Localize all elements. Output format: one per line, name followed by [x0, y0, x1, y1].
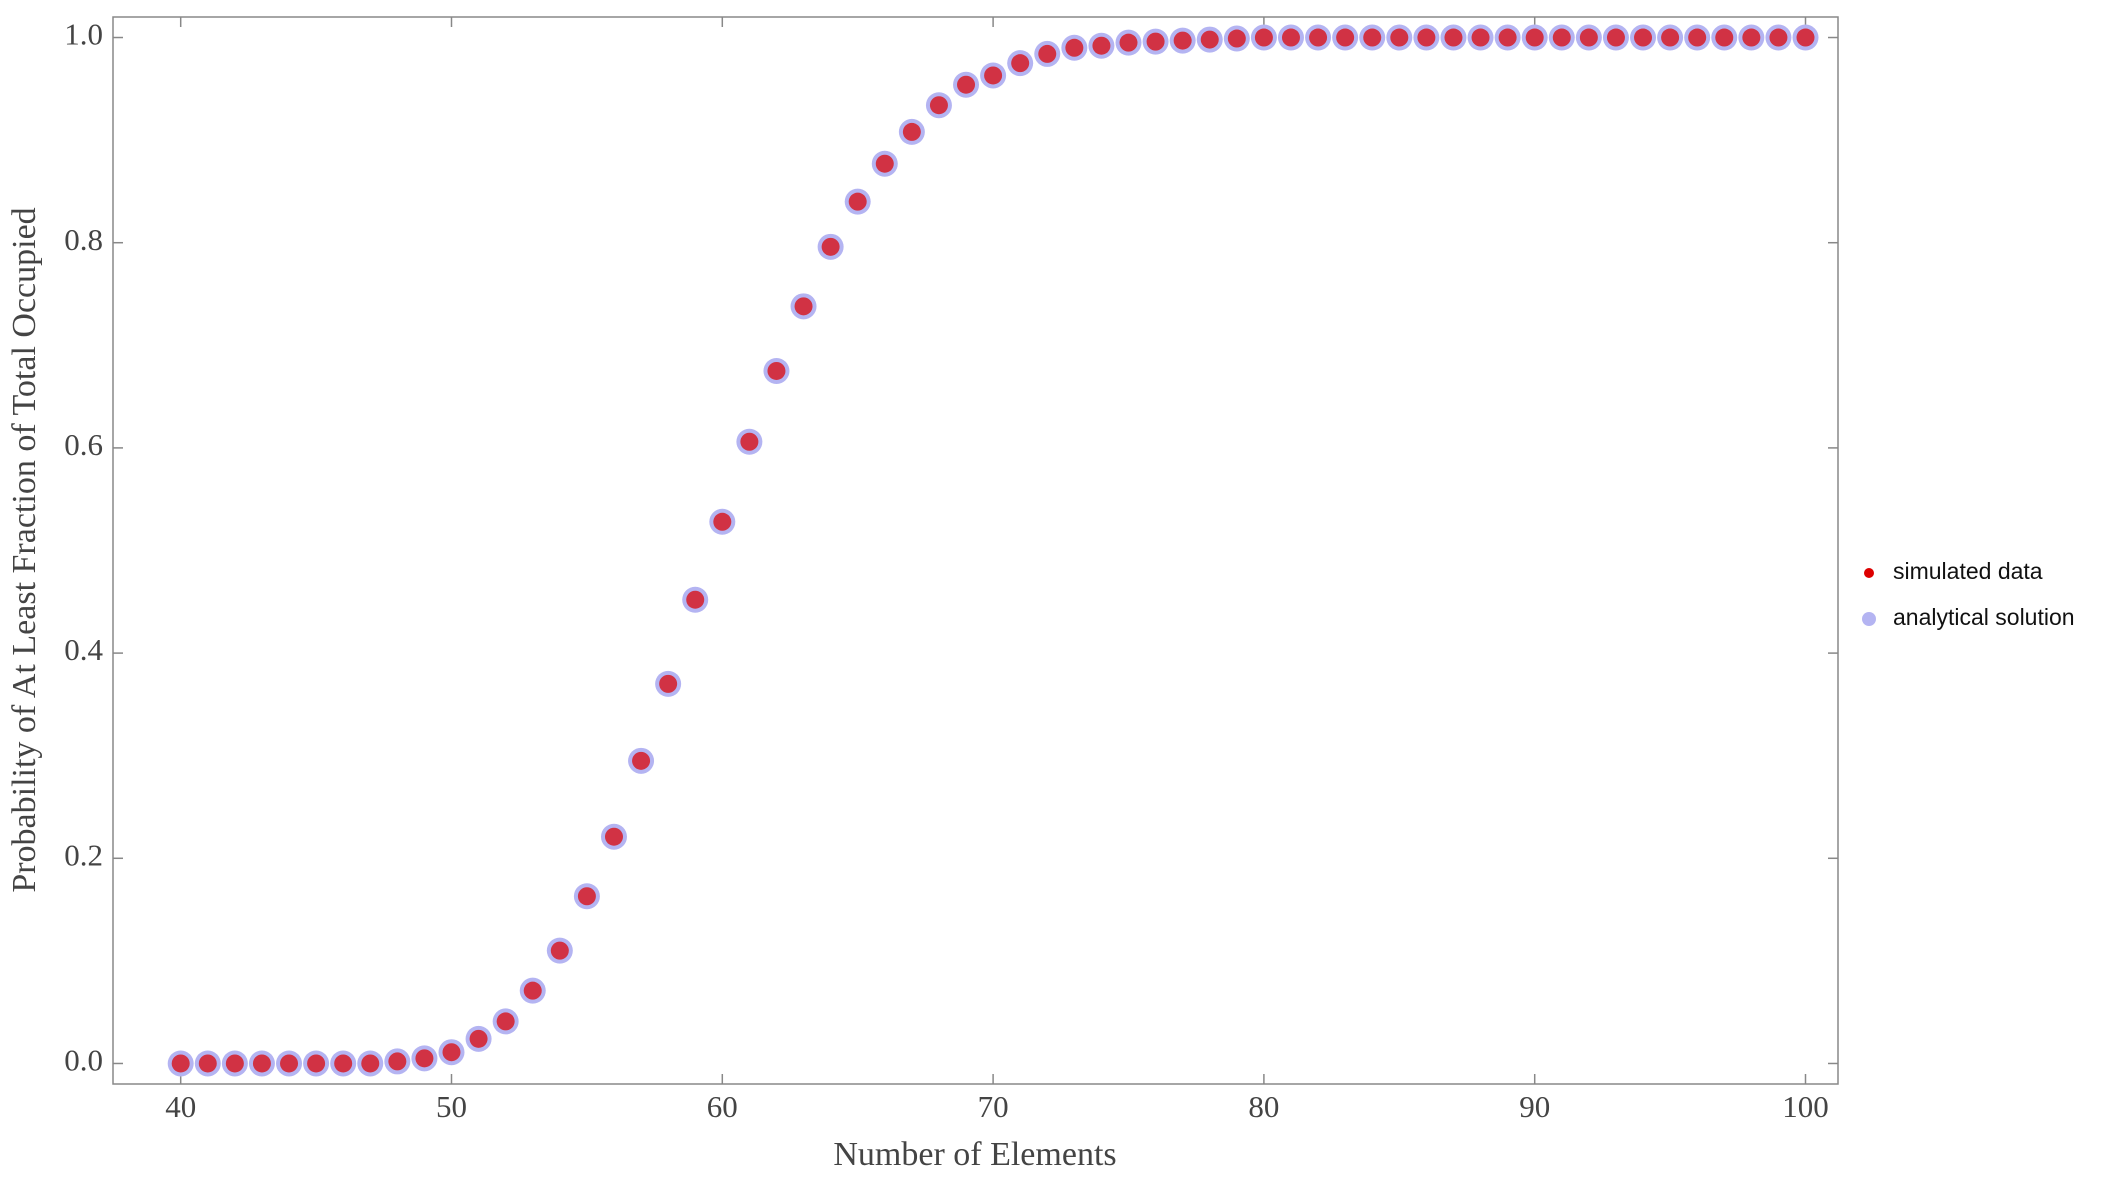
y-tick-label: 0.0: [64, 1043, 103, 1078]
data-point: [821, 237, 840, 256]
data-point: [1200, 30, 1219, 49]
data-point: [659, 674, 678, 693]
data-point: [1092, 36, 1111, 55]
data-point: [794, 297, 813, 316]
data-point: [361, 1054, 380, 1073]
y-tick-label: 0.6: [64, 427, 103, 462]
data-point: [1146, 32, 1165, 51]
data-point: [171, 1054, 190, 1073]
legend-label: analytical solution: [1893, 604, 2075, 630]
data-point: [1742, 28, 1761, 47]
data-point: [713, 512, 732, 531]
data-point: [1769, 28, 1788, 47]
y-tick-label: 0.2: [64, 837, 103, 872]
x-tick-label: 60: [707, 1089, 738, 1124]
legend-marker: [1862, 612, 1876, 626]
data-point: [1309, 28, 1328, 47]
data-point: [1525, 28, 1544, 47]
y-tick-label: 1.0: [64, 17, 103, 52]
data-point: [984, 66, 1003, 85]
legend-marker: [1864, 568, 1874, 578]
x-tick-label: 70: [978, 1089, 1009, 1124]
data-point: [686, 590, 705, 609]
x-tick-label: 90: [1519, 1089, 1550, 1124]
data-point: [632, 751, 651, 770]
data-point: [1606, 28, 1625, 47]
data-point: [198, 1054, 217, 1073]
data-point: [577, 887, 596, 906]
data-point: [1363, 28, 1382, 47]
data-point: [1038, 44, 1057, 63]
data-point: [252, 1054, 271, 1073]
data-point: [442, 1043, 461, 1062]
x-tick-label: 40: [165, 1089, 196, 1124]
data-point: [415, 1049, 434, 1068]
data-point: [1471, 28, 1490, 47]
x-tick-label: 80: [1248, 1089, 1279, 1124]
data-point: [740, 432, 759, 451]
data-point: [1173, 31, 1192, 50]
data-point: [550, 941, 569, 960]
x-tick-label: 100: [1782, 1089, 1829, 1124]
data-point: [1715, 28, 1734, 47]
data-point: [1390, 28, 1409, 47]
data-point: [469, 1029, 488, 1048]
data-point: [1417, 28, 1436, 47]
data-point: [225, 1054, 244, 1073]
data-point: [848, 192, 867, 211]
data-point: [523, 981, 542, 1000]
data-point: [902, 122, 921, 141]
data-point: [1498, 28, 1517, 47]
data-point: [1119, 33, 1138, 52]
data-point: [1552, 28, 1571, 47]
x-tick-label: 50: [436, 1089, 467, 1124]
x-axis-label: Number of Elements: [833, 1136, 1116, 1173]
data-point: [1011, 54, 1030, 73]
data-point: [604, 827, 623, 846]
data-point: [334, 1054, 353, 1073]
data-point: [1065, 38, 1084, 57]
data-point: [388, 1052, 407, 1071]
data-point: [1796, 28, 1815, 47]
data-point: [1688, 28, 1707, 47]
data-point: [1336, 28, 1355, 47]
data-point: [875, 154, 894, 173]
data-point: [1661, 28, 1680, 47]
data-point: [280, 1054, 299, 1073]
data-point: [957, 75, 976, 94]
data-point: [1227, 29, 1246, 48]
data-point: [1254, 28, 1273, 47]
data-point: [767, 361, 786, 380]
y-tick-label: 0.8: [64, 222, 103, 257]
data-point: [496, 1012, 515, 1031]
data-point: [1281, 28, 1300, 47]
data-point: [1634, 28, 1653, 47]
y-tick-label: 0.4: [64, 632, 103, 667]
y-axis-label: Probability of At Least Fraction of Tota…: [6, 207, 43, 892]
legend-label: simulated data: [1893, 558, 2043, 584]
data-point: [1444, 28, 1463, 47]
data-point: [1579, 28, 1598, 47]
plot-frame: [112, 16, 1839, 1085]
data-point: [929, 96, 948, 115]
data-point: [307, 1054, 326, 1073]
